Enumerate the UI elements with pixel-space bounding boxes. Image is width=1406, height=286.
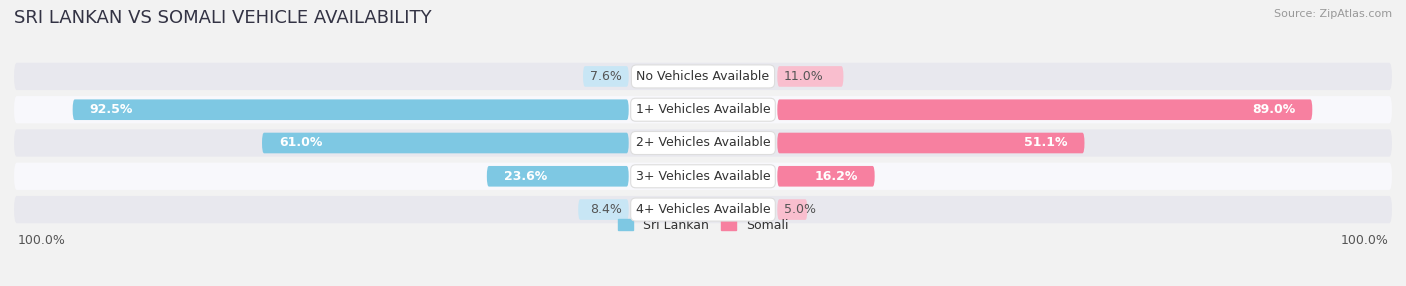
FancyBboxPatch shape (14, 129, 1392, 157)
Text: 3+ Vehicles Available: 3+ Vehicles Available (636, 170, 770, 183)
Text: 16.2%: 16.2% (814, 170, 858, 183)
FancyBboxPatch shape (778, 199, 807, 220)
Text: 1+ Vehicles Available: 1+ Vehicles Available (636, 103, 770, 116)
FancyBboxPatch shape (778, 100, 1312, 120)
FancyBboxPatch shape (583, 66, 628, 87)
Text: 7.6%: 7.6% (591, 70, 621, 83)
Text: 5.0%: 5.0% (785, 203, 815, 216)
Text: 61.0%: 61.0% (278, 136, 322, 150)
FancyBboxPatch shape (778, 133, 1084, 153)
Text: 2+ Vehicles Available: 2+ Vehicles Available (636, 136, 770, 150)
Text: 4+ Vehicles Available: 4+ Vehicles Available (636, 203, 770, 216)
FancyBboxPatch shape (14, 163, 1392, 190)
FancyBboxPatch shape (14, 196, 1392, 223)
Text: 11.0%: 11.0% (785, 70, 824, 83)
Text: 100.0%: 100.0% (17, 234, 65, 247)
Text: 51.1%: 51.1% (1024, 136, 1067, 150)
Text: Source: ZipAtlas.com: Source: ZipAtlas.com (1274, 9, 1392, 19)
FancyBboxPatch shape (778, 66, 844, 87)
Text: 100.0%: 100.0% (1341, 234, 1389, 247)
FancyBboxPatch shape (778, 166, 875, 186)
FancyBboxPatch shape (14, 63, 1392, 90)
Text: No Vehicles Available: No Vehicles Available (637, 70, 769, 83)
FancyBboxPatch shape (73, 100, 628, 120)
Text: SRI LANKAN VS SOMALI VEHICLE AVAILABILITY: SRI LANKAN VS SOMALI VEHICLE AVAILABILIT… (14, 9, 432, 27)
FancyBboxPatch shape (14, 96, 1392, 123)
Text: 23.6%: 23.6% (503, 170, 547, 183)
FancyBboxPatch shape (578, 199, 628, 220)
FancyBboxPatch shape (262, 133, 628, 153)
Legend: Sri Lankan, Somali: Sri Lankan, Somali (617, 219, 789, 232)
FancyBboxPatch shape (486, 166, 628, 186)
Text: 8.4%: 8.4% (591, 203, 621, 216)
Text: 92.5%: 92.5% (90, 103, 134, 116)
Text: 89.0%: 89.0% (1253, 103, 1295, 116)
